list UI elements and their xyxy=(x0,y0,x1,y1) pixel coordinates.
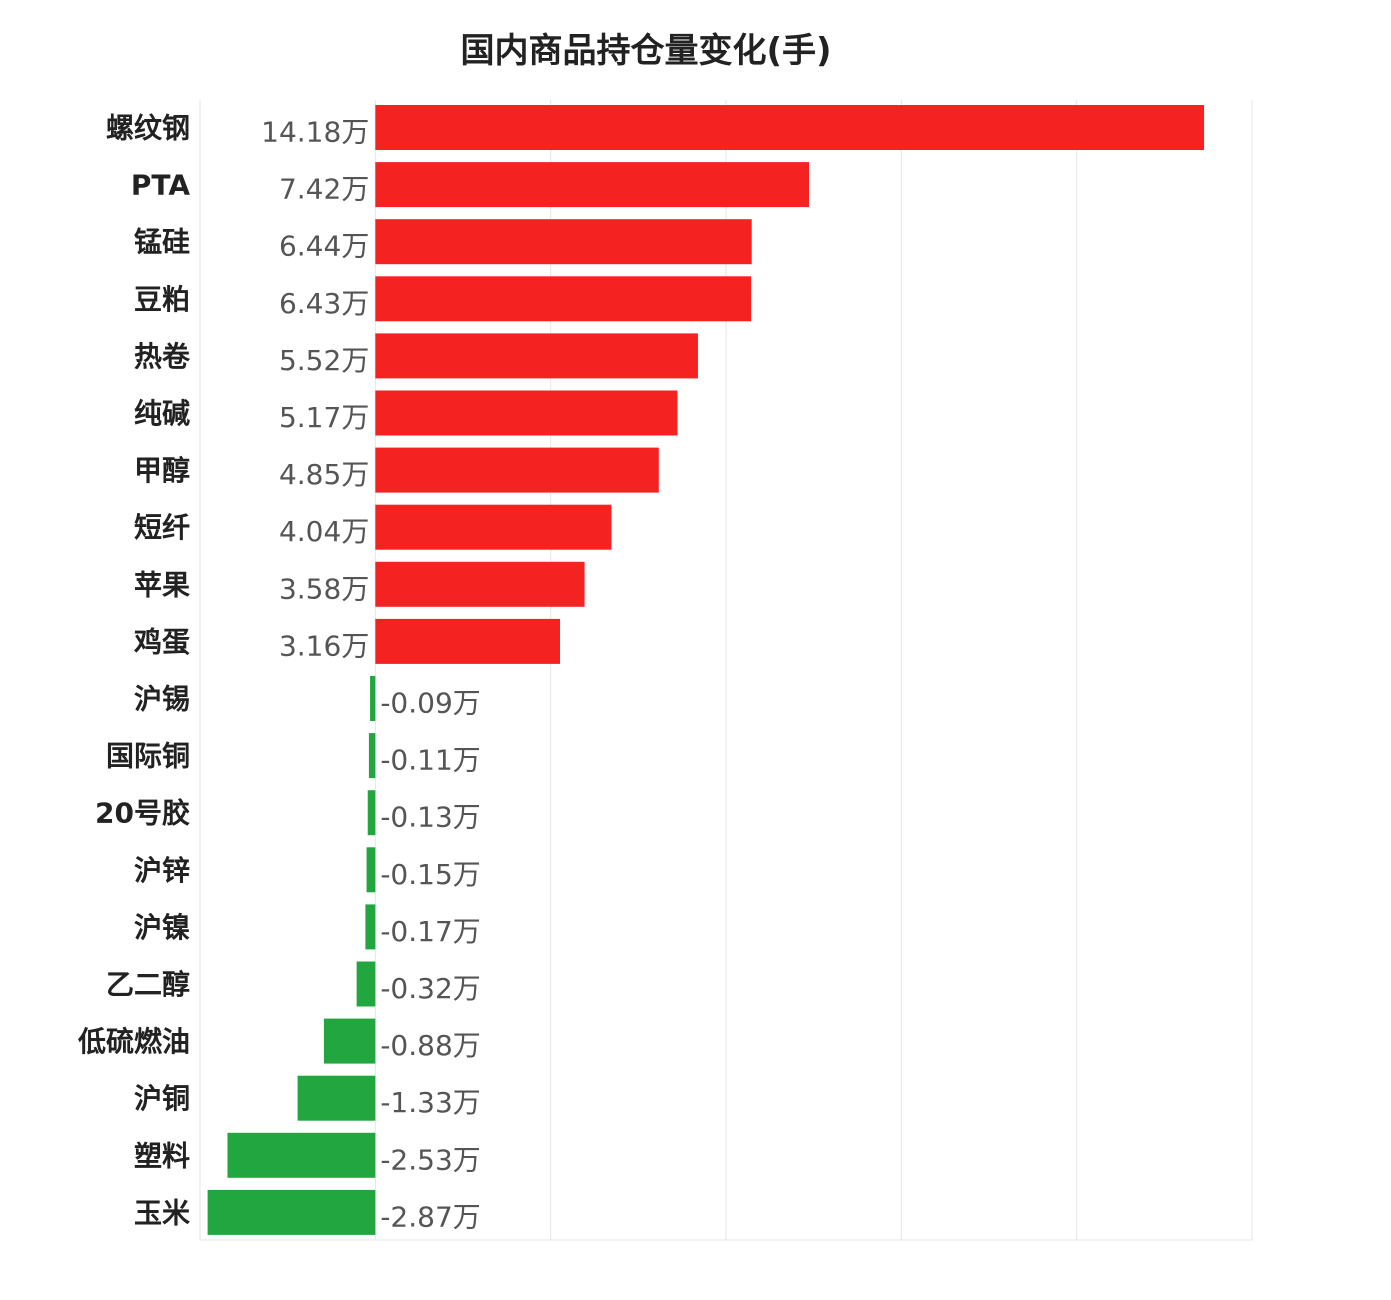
bar xyxy=(365,904,376,950)
category-label: 锰硅 xyxy=(134,226,190,259)
category-label: 国际铜 xyxy=(106,740,190,773)
bar xyxy=(375,561,585,607)
data-label: 4.04万 xyxy=(279,515,369,548)
data-label: 3.58万 xyxy=(279,572,369,605)
bar xyxy=(375,504,612,550)
bar xyxy=(375,162,809,208)
data-label: -0.32万 xyxy=(380,972,480,1005)
category-label: PTA xyxy=(131,169,190,202)
value-labels: 14.18万 7.42万 6.44万 6.43万 5.52万 5.17万 4.85万 4.04… xyxy=(261,116,481,1234)
bar xyxy=(227,1132,376,1178)
data-label: -0.09万 xyxy=(380,687,480,720)
category-label: 低硫燃油 xyxy=(77,1025,190,1058)
data-label: -2.87万 xyxy=(380,1200,480,1233)
bar xyxy=(297,1075,376,1121)
bar xyxy=(375,447,659,493)
bar xyxy=(207,1189,376,1235)
data-label: 5.17万 xyxy=(279,401,369,434)
data-label: -0.13万 xyxy=(380,801,480,834)
category-label: 热卷 xyxy=(134,340,191,373)
data-label: 6.44万 xyxy=(279,230,369,263)
data-label: -2.53万 xyxy=(380,1143,480,1176)
category-label: 沪铜 xyxy=(134,1082,190,1115)
data-label: -0.88万 xyxy=(380,1029,480,1062)
category-label: 沪镍 xyxy=(134,911,190,944)
category-label: 20号胶 xyxy=(95,797,190,830)
category-label: 甲醇 xyxy=(134,454,190,487)
category-label: 豆粕 xyxy=(134,283,190,316)
bar xyxy=(356,961,376,1007)
category-label: 沪锡 xyxy=(134,683,190,716)
bar xyxy=(375,618,561,664)
bar xyxy=(375,105,1205,150)
chart-title: 国内商品持仓量变化(手) xyxy=(460,31,831,71)
bars xyxy=(207,105,1205,1235)
data-label: -0.15万 xyxy=(380,858,480,891)
category-label: 乙二醇 xyxy=(106,968,190,1001)
data-label: 14.18万 xyxy=(261,116,369,149)
data-label: 6.43万 xyxy=(279,287,369,320)
data-label: -0.11万 xyxy=(380,744,480,777)
grid-lines xyxy=(199,100,1253,1241)
data-label: -1.33万 xyxy=(380,1086,480,1119)
data-label: 7.42万 xyxy=(279,173,369,206)
bar xyxy=(375,219,752,265)
bar xyxy=(368,733,376,779)
bar xyxy=(375,390,678,436)
bar xyxy=(367,790,376,836)
bar xyxy=(370,676,376,721)
category-label: 沪锌 xyxy=(134,854,190,887)
data-label: 4.85万 xyxy=(279,458,369,491)
data-label: 3.16万 xyxy=(279,629,369,662)
category-label: 短纤 xyxy=(134,511,190,544)
bar xyxy=(375,333,698,379)
category-label: 螺纹钢 xyxy=(106,112,190,145)
data-label: -0.17万 xyxy=(380,915,480,948)
bar xyxy=(366,847,376,893)
category-label: 苹果 xyxy=(134,568,190,601)
bar xyxy=(375,276,752,322)
category-label: 玉米 xyxy=(134,1196,190,1229)
data-label: 5.52万 xyxy=(279,344,369,377)
category-label: 鸡蛋 xyxy=(133,625,190,658)
bar xyxy=(323,1018,376,1064)
category-label: 纯碱 xyxy=(134,397,190,430)
category-label: 塑料 xyxy=(134,1139,190,1172)
